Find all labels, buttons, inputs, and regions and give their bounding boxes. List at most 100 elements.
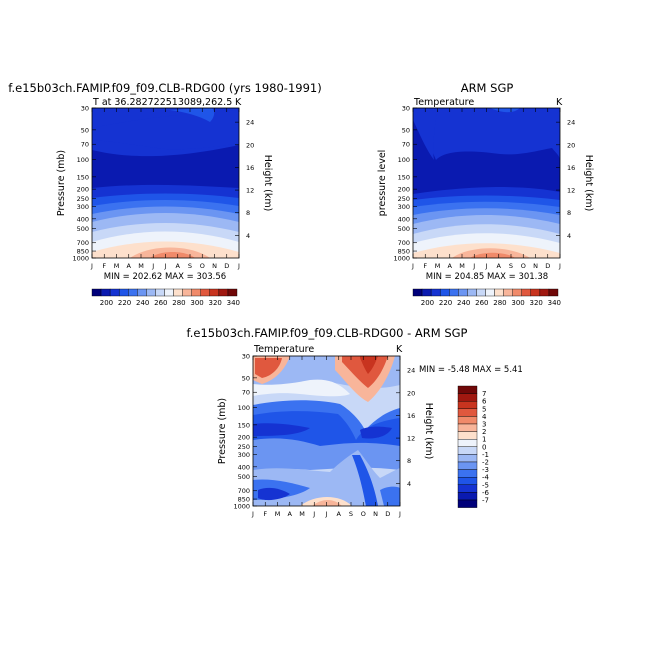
panel-obs-ylabel-right: Height (km)	[583, 155, 594, 212]
pressure-label: 100	[398, 156, 410, 164]
legend-label: -3	[482, 466, 489, 474]
colorbar-label: 240	[136, 299, 149, 307]
month-label: N	[373, 510, 378, 518]
height-label: 20	[407, 389, 415, 397]
month-label: J	[237, 262, 240, 270]
month-label: O	[200, 262, 205, 270]
legend-label: 5	[482, 405, 486, 413]
pressure-label: 100	[77, 156, 89, 164]
height-label: 24	[246, 119, 254, 127]
pressure-label: 250	[77, 195, 89, 203]
colorbar-swatch	[485, 288, 495, 297]
pressure-label: 700	[238, 487, 250, 495]
pressure-label: 300	[398, 203, 410, 211]
pressure-label: 400	[398, 215, 410, 223]
month-label: F	[102, 262, 106, 270]
month-label: N	[212, 262, 217, 270]
colorbar-label: 200	[421, 299, 434, 307]
panel-obs-colorbar: 200 220 240 260 280 300 320 340	[412, 288, 561, 307]
pressure-label: 850	[77, 248, 89, 256]
pressure-label: 700	[398, 239, 410, 247]
month-label: J	[325, 510, 328, 518]
colorbar-swatch	[109, 288, 120, 297]
legend-swatch	[457, 461, 478, 470]
month-label: J	[151, 262, 154, 270]
month-label: M	[138, 262, 144, 270]
month-label: M	[299, 510, 305, 518]
colorbar-swatch	[476, 288, 486, 297]
pressure-label: 200	[77, 186, 89, 194]
colorbar-label: 280	[172, 299, 185, 307]
month-label: D	[385, 510, 390, 518]
month-label: A	[497, 262, 502, 270]
month-label: A	[288, 510, 293, 518]
colorbar-swatch	[458, 288, 468, 297]
month-label: A	[337, 510, 342, 518]
colorbar-swatch	[173, 288, 183, 297]
colorbar-swatch	[512, 288, 522, 297]
height-label: 8	[567, 209, 571, 217]
panel-obs-ylabel: pressure level	[377, 150, 388, 217]
pressure-label: 70	[242, 389, 250, 397]
panel-model-subtitle: T at 36.282722513089,262.5	[92, 97, 232, 108]
month-label: M	[275, 510, 281, 518]
legend-swatch	[457, 499, 478, 508]
month-label: J	[90, 262, 93, 270]
legend-label: 6	[482, 398, 487, 406]
legend-label: 4	[482, 413, 487, 421]
legend-label: -6	[482, 489, 490, 497]
month-label: A	[127, 262, 132, 270]
pressure-label: 850	[398, 248, 410, 256]
month-label: O	[361, 510, 366, 518]
colorbar-swatch	[191, 288, 201, 297]
month-label: S	[509, 262, 513, 270]
colorbar-swatch	[100, 288, 111, 297]
legend-swatch	[457, 446, 478, 455]
colorbar-swatch	[548, 288, 559, 297]
pressure-label: 700	[77, 239, 89, 247]
height-label: 4	[246, 232, 250, 240]
colorbar-label: 260	[154, 299, 167, 307]
legend-swatch	[457, 454, 478, 463]
height-label: 20	[567, 141, 575, 149]
month-label: J	[558, 262, 561, 270]
colorbar-swatch	[182, 288, 192, 297]
month-label: J	[251, 510, 254, 518]
panel-obs-subtitle: Temperature	[413, 97, 474, 108]
pressure-label: 200	[398, 186, 410, 194]
panel-model-title: f.e15b03ch.FAMIP.f09_f09.CLB-RDG00 (yrs …	[8, 81, 321, 95]
pressure-label: 100	[238, 404, 250, 412]
legend-label: -5	[482, 481, 489, 489]
panel-diff-ylabel: Pressure (mb)	[217, 398, 228, 464]
colorbar-label: 280	[493, 299, 506, 307]
pressure-label: 1000	[393, 255, 410, 263]
colorbar-label: 200	[100, 299, 113, 307]
colorbar-swatch	[467, 288, 477, 297]
pressure-label: 250	[238, 443, 250, 451]
pressure-label: 300	[238, 451, 250, 459]
height-label: 12	[567, 187, 575, 195]
pressure-label: 400	[77, 215, 89, 223]
month-label: F	[423, 262, 427, 270]
month-label: A	[448, 262, 453, 270]
pressure-label: 500	[238, 473, 250, 481]
legend-label: 1	[482, 436, 486, 444]
panel-obs-minmax: MIN = 204.85 MAX = 301.38	[426, 272, 548, 282]
colorbar-swatch	[209, 288, 220, 297]
legend-label: -4	[482, 474, 490, 482]
legend-label: -1	[482, 451, 489, 459]
colorbar-label: 240	[457, 299, 470, 307]
legend-swatch	[457, 401, 478, 410]
height-label: 12	[246, 187, 254, 195]
panel-model-minmax: MIN = 202.62 MAX = 303.56	[104, 272, 226, 282]
colorbar-swatch	[91, 288, 102, 297]
legend-swatch	[457, 484, 478, 493]
month-label: J	[485, 262, 488, 270]
pressure-label: 850	[238, 496, 250, 504]
colorbar-swatch	[439, 288, 450, 297]
colorbar-swatch	[227, 288, 238, 297]
pressure-label: 150	[238, 421, 250, 429]
